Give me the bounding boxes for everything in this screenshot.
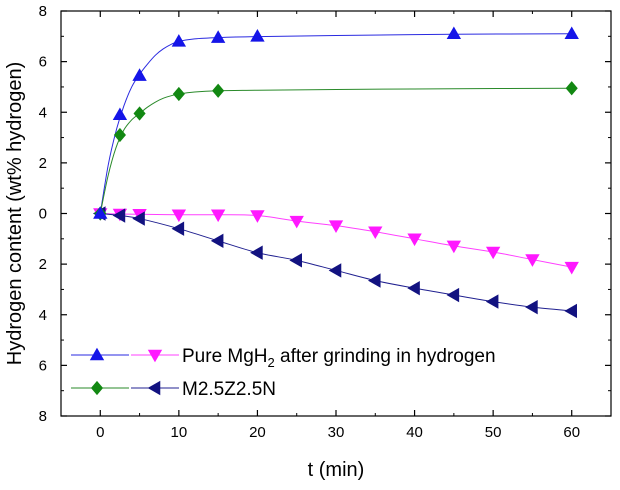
- legend: Pure MgH2 after grinding in hydrogen M2.5…: [71, 346, 496, 400]
- y-axis-title: Hydrogen content (wt% hydrogen): [4, 62, 26, 366]
- series-3-point: [564, 303, 577, 319]
- y-tick-label: 0: [39, 206, 47, 223]
- x-axis-title: t (min): [308, 459, 365, 481]
- series-2-point: [250, 210, 265, 223]
- legend-marker: [147, 380, 161, 396]
- x-tick-label: 50: [485, 424, 502, 441]
- series-3-point: [171, 221, 185, 236]
- legend-marker: [90, 380, 104, 396]
- x-tick-label: 60: [563, 424, 580, 441]
- x-tick-label: 0: [96, 424, 104, 441]
- series-0-point: [171, 34, 187, 47]
- y-tick-label: 6: [39, 357, 47, 374]
- series-0-point: [93, 206, 108, 219]
- series-0-line: [99, 33, 572, 214]
- series-1-point: [172, 86, 185, 102]
- series-1-point: [113, 127, 126, 143]
- series-3-point: [328, 263, 342, 278]
- series-3-point: [446, 287, 460, 303]
- y-tick-label: 8: [39, 408, 47, 425]
- y-tick-label: 4: [39, 307, 47, 324]
- series-2-point: [368, 226, 383, 240]
- series-3-point: [210, 233, 224, 249]
- series-0-point: [210, 30, 226, 43]
- series-1-point: [133, 106, 146, 121]
- series-3-point: [112, 208, 126, 223]
- series-3-point: [289, 253, 302, 268]
- legend-marker: [89, 347, 105, 361]
- series-2-point: [210, 209, 226, 223]
- series-2-point: [485, 246, 501, 260]
- series-markers: [92, 26, 579, 319]
- legend-marker: [147, 349, 163, 363]
- series-2-point: [289, 215, 304, 229]
- x-tick-label: 30: [328, 424, 345, 441]
- x-tick-label: 20: [249, 424, 266, 441]
- series-3-point: [367, 273, 381, 288]
- series-2-point: [525, 254, 540, 267]
- legend-label: Pure MgH2 after grinding in hydrogen: [182, 346, 496, 370]
- series-3-point: [250, 245, 263, 260]
- series-3-point: [525, 299, 538, 315]
- x-tick-label: 10: [171, 424, 188, 441]
- y-tick-label: 2: [39, 256, 47, 273]
- series-0-point: [446, 26, 462, 40]
- y-tick-label: 6: [39, 54, 47, 71]
- y-tick-label: 2: [39, 155, 47, 172]
- series-0-point: [250, 29, 265, 42]
- series-1-point: [212, 83, 225, 98]
- series-0-point: [112, 107, 128, 121]
- series-2-point: [171, 209, 187, 223]
- series-3-point: [132, 211, 145, 226]
- series-0-point: [564, 26, 579, 40]
- y-tick-label: 4: [39, 104, 47, 121]
- series-1-line: [99, 87, 572, 214]
- y-tick-label: 8: [39, 3, 47, 20]
- x-tick-label: 40: [406, 424, 423, 441]
- series-2-point: [407, 233, 422, 247]
- series-0-point: [132, 68, 147, 81]
- series-1-point: [565, 81, 578, 96]
- series-3-point: [485, 294, 499, 309]
- series-2-point: [446, 240, 462, 254]
- series-2-point: [564, 261, 579, 275]
- series-2-point: [328, 220, 344, 233]
- series-3-point: [407, 280, 420, 296]
- legend-label: M2.5Z2.5N: [182, 379, 276, 400]
